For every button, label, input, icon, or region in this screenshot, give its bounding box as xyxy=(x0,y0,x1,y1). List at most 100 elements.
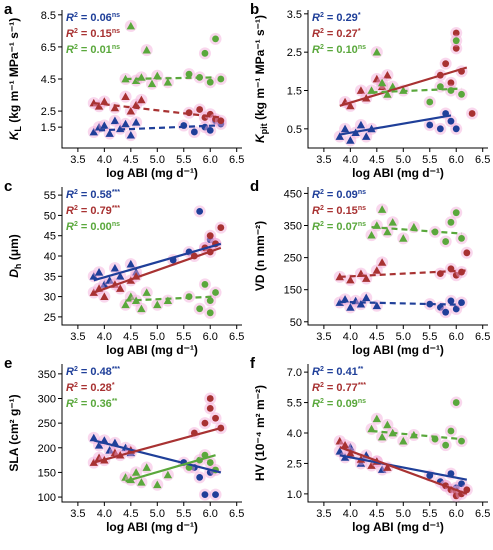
r2-annotation-green: R2 = 0.10ns xyxy=(312,44,366,56)
data-point-green-triangle xyxy=(126,292,136,300)
data-point-green-triangle xyxy=(121,473,130,481)
x-tick-label: 4.5 xyxy=(123,154,138,166)
data-point-red-triangle xyxy=(377,258,387,266)
fit-line-blue xyxy=(93,242,222,282)
x-tick-label: 4.0 xyxy=(343,154,358,166)
x-tick-label: 6.0 xyxy=(203,508,218,520)
data-point-red-triangle xyxy=(377,82,387,91)
x-axis-title: log ABI (mg d⁻¹) xyxy=(352,520,444,534)
y-tick-label: 1.5 xyxy=(287,86,302,98)
data-point-blue-triangle xyxy=(131,118,141,126)
data-point-red-circle xyxy=(217,424,225,432)
y-tick-label: 2.5 xyxy=(41,106,56,118)
data-point-green-circle xyxy=(217,75,225,83)
data-point-blue-triangle xyxy=(335,132,344,140)
data-point-red-circle xyxy=(206,395,214,402)
data-point-blue-triangle xyxy=(89,127,98,136)
y-tick-label: 100 xyxy=(38,492,56,504)
data-point-green-triangle xyxy=(126,21,136,30)
y-tick-label: 250 xyxy=(284,253,302,265)
x-tick-label: 5.5 xyxy=(422,508,437,520)
data-point-green-triangle xyxy=(399,234,408,242)
data-point-red-triangle xyxy=(131,100,141,109)
data-point-red-triangle xyxy=(94,453,104,462)
data-point-green-circle xyxy=(458,234,465,242)
data-point-red-triangle xyxy=(89,98,98,107)
data-point-blue-triangle xyxy=(346,443,355,451)
y-axis-title: Dh (μm) xyxy=(7,234,23,278)
x-axis-title: log ABI (mg d⁻¹) xyxy=(106,520,198,534)
y-tick-label: 5.5 xyxy=(287,398,302,410)
y-tick-label: 1.0 xyxy=(287,489,302,501)
fit-line-green xyxy=(125,295,216,302)
data-point-blue-triangle xyxy=(340,295,350,303)
data-point-green-triangle xyxy=(163,296,173,305)
data-point-blue-triangle xyxy=(126,259,136,268)
x-tick-label: 6.5 xyxy=(229,508,244,520)
r2-annotation-red: R2 = 0.77*** xyxy=(312,382,366,394)
data-point-red-triangle xyxy=(137,95,146,104)
data-point-red-circle xyxy=(452,29,460,37)
data-point-green-triangle xyxy=(372,414,382,423)
data-point-blue-triangle xyxy=(372,301,382,310)
r2-annotation-red: R2 = 0.28* xyxy=(66,382,115,394)
data-point-green-triangle xyxy=(409,222,419,231)
data-point-blue-triangle xyxy=(362,293,371,302)
y-tick-label: 8.5 xyxy=(41,10,56,22)
y-axis-title: VD (n mm⁻²) xyxy=(253,221,267,291)
data-point-red-circle xyxy=(217,117,225,125)
data-point-green-circle xyxy=(206,459,214,466)
data-point-green-triangle xyxy=(142,288,151,296)
r2-annotation-blue: R2 = 0.29* xyxy=(312,12,361,24)
x-tick-label: 5.0 xyxy=(396,154,411,166)
data-point-green-triangle xyxy=(153,71,162,80)
data-point-blue-circle xyxy=(212,491,219,499)
panel-letter: d xyxy=(250,178,259,195)
data-point-blue-triangle xyxy=(356,299,366,308)
data-point-green-circle xyxy=(201,49,209,57)
data-point-blue-triangle xyxy=(105,276,114,284)
data-point-blue-triangle xyxy=(100,121,109,129)
y-tick-label: 350 xyxy=(284,221,302,233)
fit-line-blue xyxy=(93,439,222,474)
data-point-red-triangle xyxy=(346,275,355,284)
data-point-green-circle xyxy=(212,35,219,43)
data-point-red-triangle xyxy=(372,266,382,274)
x-tick-label: 6.0 xyxy=(203,154,218,166)
data-point-green-triangle xyxy=(153,300,162,309)
r2-annotation-blue: R2 = 0.41** xyxy=(312,366,364,378)
x-tick-label: 4.0 xyxy=(343,508,358,520)
y-tick-label: 200 xyxy=(38,443,56,455)
data-point-green-circle xyxy=(426,98,434,106)
fit-line-red xyxy=(93,246,222,294)
x-tick-label: 5.0 xyxy=(150,508,165,520)
x-tick-label: 4.5 xyxy=(369,331,384,343)
x-tick-label: 4.0 xyxy=(97,154,112,166)
data-point-red-circle xyxy=(212,414,219,422)
r2-annotation-blue: R2 = 0.58*** xyxy=(66,189,120,201)
axis-lines xyxy=(61,187,242,326)
x-tick-label: 4.0 xyxy=(97,331,112,343)
data-point-green-triangle xyxy=(131,76,141,84)
data-point-red-triangle xyxy=(383,70,392,79)
y-axis-title: Kpit (kg m⁻¹ MPa⁻¹ s⁻¹) xyxy=(253,15,269,143)
x-tick-label: 5.5 xyxy=(422,331,437,343)
data-point-red-triangle xyxy=(346,101,355,110)
r2-annotation-green: R2 = 0.07ns xyxy=(312,221,366,233)
data-point-blue-triangle xyxy=(94,268,104,276)
y-tick-label: 50 xyxy=(290,317,302,329)
x-tick-label: 3.5 xyxy=(70,508,85,520)
data-point-red-circle xyxy=(206,232,214,240)
x-tick-label: 3.5 xyxy=(316,154,331,166)
data-point-blue-triangle xyxy=(89,272,98,280)
fit-line-green xyxy=(125,454,216,483)
data-point-green-circle xyxy=(458,90,465,98)
data-point-blue-circle xyxy=(426,121,434,129)
data-point-green-triangle xyxy=(142,45,151,54)
data-point-red-triangle xyxy=(94,102,104,110)
x-tick-label: 3.5 xyxy=(316,331,331,343)
x-tick-label: 6.5 xyxy=(229,154,244,166)
data-point-red-circle xyxy=(452,492,460,500)
data-point-blue-triangle xyxy=(89,433,98,442)
axis-lines xyxy=(61,364,242,503)
